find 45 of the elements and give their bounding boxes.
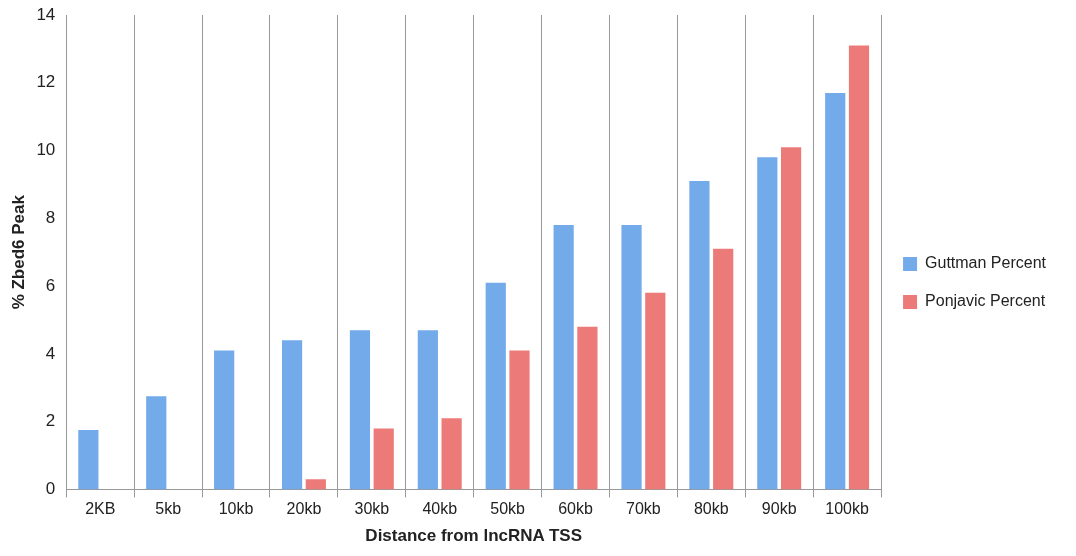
bar: [146, 396, 167, 490]
x-tick-label: 40kb: [422, 500, 458, 518]
y-tick-label: 4: [45, 343, 56, 363]
bar: [441, 418, 462, 490]
x-tick-label: 100kb: [825, 500, 870, 518]
x-tick-label: 50kb: [490, 500, 526, 518]
x-tick-label: 10kb: [218, 500, 254, 518]
bar: [509, 350, 530, 490]
x-tick-label: 5kb: [155, 500, 182, 518]
x-tick-label: 20kb: [286, 500, 322, 518]
y-tick-label: 0: [45, 479, 56, 499]
y-tick-label: 8: [45, 208, 56, 227]
y-tick-label: 6: [45, 275, 56, 295]
bar: [713, 248, 734, 490]
x-tick-label: 70kb: [626, 500, 661, 518]
legend-label: Guttman Percent: [925, 254, 1047, 272]
x-tick-label: 30kb: [354, 500, 390, 518]
bar: [645, 292, 666, 490]
bar: [553, 225, 574, 490]
bar: [621, 225, 642, 490]
x-tick-label: 60kb: [558, 500, 593, 518]
legend-label: Ponjavic Percent: [925, 292, 1046, 310]
bar: [757, 157, 778, 490]
y-axis-title: % Zbed6 Peak: [8, 194, 28, 310]
bar: [848, 45, 870, 490]
y-tick-label: 14: [36, 4, 56, 24]
x-tick-label: 2KB: [85, 500, 116, 518]
bar: [373, 428, 394, 490]
bar: [214, 350, 235, 490]
bar: [825, 92, 846, 490]
y-tick-label: 10: [36, 140, 56, 160]
bar: [78, 430, 99, 490]
bar: [485, 282, 506, 490]
x-tick-label: 90kb: [761, 500, 797, 518]
x-axis-title: Distance from lncRNA TSS: [365, 526, 582, 546]
x-tick-label: 80kb: [693, 500, 729, 518]
y-tick-label: 2: [45, 411, 56, 431]
y-tick-label: 12: [36, 72, 56, 92]
bar: [417, 330, 438, 490]
bar: [281, 340, 303, 490]
bar: [689, 181, 710, 490]
bar: [305, 479, 326, 490]
bar: [349, 330, 371, 490]
bar: [577, 326, 598, 490]
bar: [780, 147, 802, 490]
